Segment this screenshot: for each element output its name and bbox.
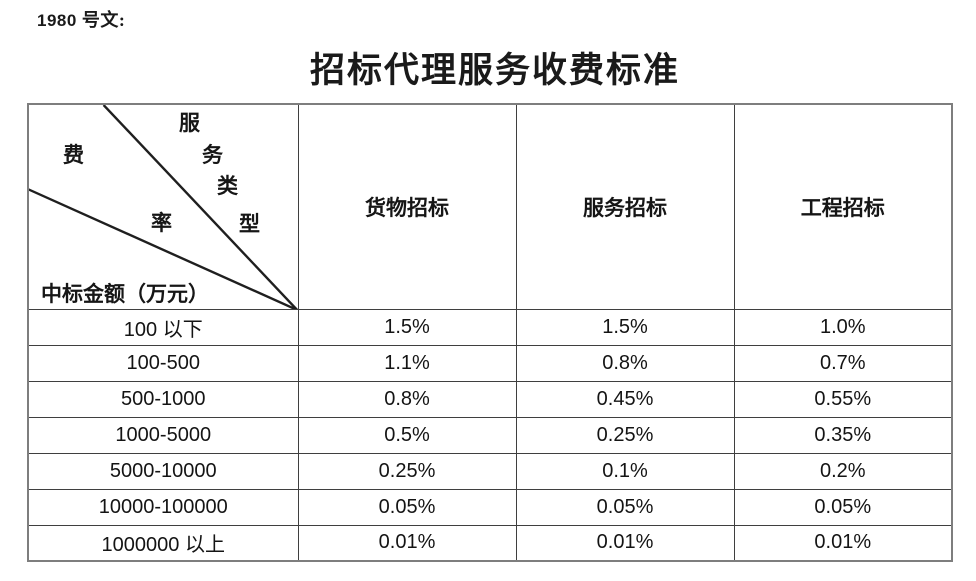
fee-cell: 1.0% xyxy=(733,308,953,346)
row-label: 100 以下 xyxy=(27,308,299,346)
fee-cell: 0.2% xyxy=(733,452,953,490)
column-header-service: 服务招标 xyxy=(515,103,735,310)
diagonal-line-upper xyxy=(102,105,297,308)
fee-cell: 0.05% xyxy=(733,488,953,526)
table-row: 500-1000 0.8% 0.45% 0.55% xyxy=(27,380,953,418)
doc-number: 1980 xyxy=(37,11,77,30)
fee-table: 服 务 类 型 费 率 中标金额（万元） 货物招标 服务招标 工程招标 100 … xyxy=(27,103,953,562)
diagonal-line-lower xyxy=(29,188,296,308)
corner-char-fee-rate-1: 费 xyxy=(63,143,84,167)
fee-cell: 0.01% xyxy=(297,524,517,562)
fee-cell: 1.5% xyxy=(297,308,517,346)
fee-cell: 0.8% xyxy=(297,380,517,418)
fee-cell: 0.8% xyxy=(515,344,735,382)
fee-cell: 0.05% xyxy=(297,488,517,526)
fee-cell: 0.01% xyxy=(733,524,953,562)
corner-char-service-type-3: 类 xyxy=(217,174,238,198)
fee-cell: 1.5% xyxy=(515,308,735,346)
fee-cell: 0.55% xyxy=(733,380,953,418)
row-label: 10000-100000 xyxy=(27,488,299,526)
table-row: 1000000 以上 0.01% 0.01% 0.01% xyxy=(27,524,953,562)
row-label: 500-1000 xyxy=(27,380,299,418)
row-label: 5000-10000 xyxy=(27,452,299,490)
fee-cell: 0.25% xyxy=(297,452,517,490)
fee-cell: 0.01% xyxy=(515,524,735,562)
corner-char-fee-rate-2: 率 xyxy=(151,211,172,235)
fee-cell: 0.1% xyxy=(515,452,735,490)
fee-cell: 1.1% xyxy=(297,344,517,382)
fee-cell: 0.7% xyxy=(733,344,953,382)
row-label: 100-500 xyxy=(27,344,299,382)
page-title: 招标代理服务收费标准 xyxy=(309,51,680,90)
table-row: 100 以下 1.5% 1.5% 1.0% xyxy=(27,308,953,346)
row-axis-label: 中标金额（万元） xyxy=(41,282,209,306)
table-row: 100-500 1.1% 0.8% 0.7% xyxy=(27,344,953,382)
corner-char-service-type-4: 型 xyxy=(239,212,260,236)
table-row: 10000-100000 0.05% 0.05% 0.05% xyxy=(27,488,953,526)
doc-label: 号文: xyxy=(81,10,126,30)
corner-char-service-type-2: 务 xyxy=(202,143,223,167)
table-row: 1000-5000 0.5% 0.25% 0.35% xyxy=(27,416,953,454)
header-row: 服 务 类 型 费 率 中标金额（万元） 货物招标 服务招标 工程招标 xyxy=(27,103,953,310)
doc-reference: 1980 号文: xyxy=(37,6,125,32)
diagonal-lines xyxy=(29,105,297,308)
fee-cell: 0.25% xyxy=(515,416,735,454)
table-row: 5000-10000 0.25% 0.1% 0.2% xyxy=(27,452,953,490)
column-header-works: 工程招标 xyxy=(733,103,953,310)
corner-cell: 服 务 类 型 费 率 中标金额（万元） xyxy=(27,103,299,310)
fee-cell: 0.45% xyxy=(515,380,735,418)
corner-char-service-type-1: 服 xyxy=(179,111,200,135)
column-header-goods: 货物招标 xyxy=(297,103,517,310)
fee-cell: 0.05% xyxy=(515,488,735,526)
row-label: 1000-5000 xyxy=(27,416,299,454)
fee-cell: 0.5% xyxy=(297,416,517,454)
row-label: 1000000 以上 xyxy=(27,524,299,562)
fee-cell: 0.35% xyxy=(733,416,953,454)
